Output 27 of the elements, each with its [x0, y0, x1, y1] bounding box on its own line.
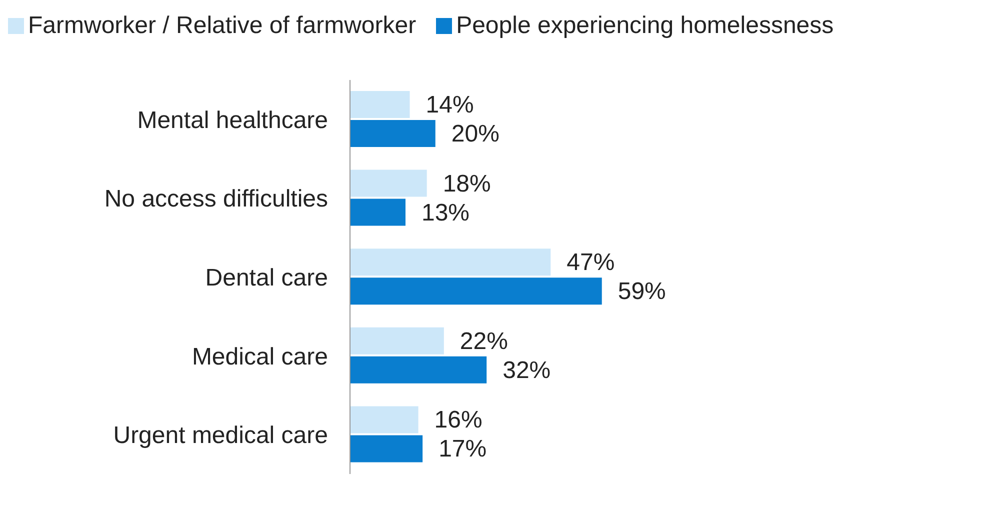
data-label: 32%: [502, 356, 551, 384]
legend-label: People experiencing homelessness: [456, 12, 834, 40]
data-label: 13%: [421, 199, 470, 226]
bar: [350, 120, 436, 147]
data-label: 18%: [442, 170, 491, 198]
bar: [350, 91, 410, 118]
bar: [350, 278, 602, 305]
data-label: 17%: [438, 436, 487, 463]
y-tick-label: Dental care: [205, 264, 328, 292]
data-label: 20%: [451, 120, 500, 148]
bar: [350, 406, 418, 434]
y-tick-label: No access difficulties: [104, 186, 328, 213]
data-label: 47%: [566, 249, 615, 276]
legend-label: Farmworker / Relative of farmworker: [28, 12, 416, 40]
bar: [350, 170, 427, 197]
data-label: 14%: [426, 92, 474, 118]
y-tick-label: Mental healthcare: [137, 106, 328, 134]
bar: [350, 356, 487, 384]
data-label: 16%: [434, 406, 482, 434]
data-label: 59%: [618, 278, 666, 306]
data-label: 22%: [460, 328, 508, 355]
bar: [350, 435, 423, 462]
bar: [350, 198, 406, 226]
bar: [350, 248, 551, 276]
y-tick-label: Urgent medical care: [113, 422, 328, 450]
y-tick-label: Medical care: [192, 343, 328, 370]
bar: [350, 327, 444, 354]
